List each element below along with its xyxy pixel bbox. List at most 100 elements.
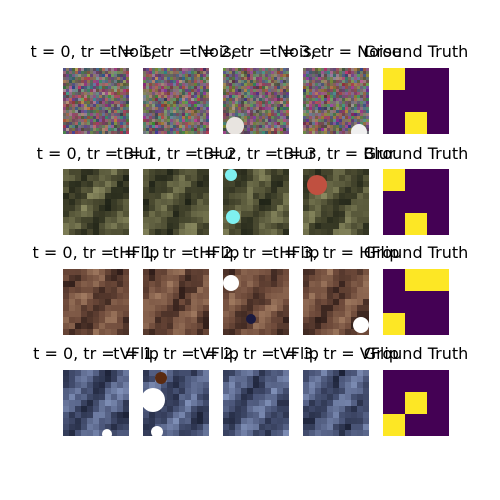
heatmap-cell [405,68,428,91]
satellite-image [303,68,369,134]
ground-truth-heatmap [383,269,449,335]
image-panel [143,370,209,436]
image-panel [303,68,369,134]
heatmap-cell [405,112,428,134]
heatmap-cell [405,414,428,436]
satellite-image [63,68,129,134]
heatmap-cell [383,112,406,134]
heatmap-cell [427,313,449,335]
heatmap-cell [383,68,406,91]
image-panel [303,370,369,436]
cloud-blob [246,314,256,324]
ground-truth-panel [383,68,449,134]
heatmap-cell [383,392,406,415]
heatmap-cell [383,414,406,436]
ground-truth-heatmap [383,370,449,436]
satellite-image [303,370,369,436]
cloud-blob [225,169,237,181]
heatmap-cell [383,169,406,192]
image-panel [223,68,289,134]
cloud-blob [226,117,244,134]
panel-title: t = 3, tr = Noise [270,42,402,61]
panel-title: t = 0, tr = Noise [30,42,162,61]
panel-title: t = 2, tr = Blur [196,144,316,163]
heatmap-cell [405,313,428,335]
heatmap-cell [405,90,428,113]
ground-truth-panel [383,370,449,436]
heatmap-cell [427,68,449,91]
satellite-image [303,269,369,335]
heatmap-cell [383,313,406,335]
image-panel [223,269,289,335]
cloud-blob [155,372,167,384]
cloud-blob [226,210,240,224]
cloud-blob [151,426,163,436]
image-panel [303,169,369,235]
heatmap-cell [427,213,449,235]
cloud-blob [143,388,165,412]
heatmap-cell [427,291,449,314]
cloud-blob [307,175,327,195]
panel-title: t = 1, tr = Blur [116,144,236,163]
satellite-image [303,169,369,235]
ground-truth-panel [383,169,449,235]
panel-title: t = 0, tr = Blur [36,144,156,163]
heatmap-cell [383,191,406,214]
image-panel [63,68,129,134]
heatmap-cell [405,392,428,415]
image-panel [223,169,289,235]
image-panel [223,370,289,436]
heatmap-cell [427,269,449,292]
ground-truth-title: Ground Truth [363,42,469,61]
ground-truth-title: Ground Truth [363,344,469,363]
heatmap-cell [383,90,406,113]
heatmap-cell [405,370,428,393]
image-panel [63,269,129,335]
heatmap-cell [405,269,428,292]
satellite-image [63,370,129,436]
ground-truth-panel [383,269,449,335]
cloud-blob [353,317,369,333]
heatmap-cell [383,269,406,292]
heatmap-cell [427,112,449,134]
panel-title: t = 1, tr = Noise [110,42,242,61]
image-panel [63,370,129,436]
heatmap-cell [427,169,449,192]
panel-title: t = 1, tr = HFlip [112,243,240,262]
panel-title: t = 3, tr = Blur [276,144,396,163]
ground-truth-heatmap [383,68,449,134]
ground-truth-title: Ground Truth [363,243,469,262]
ground-truth-title: Ground Truth [363,144,469,163]
panel-title: t = 2, tr = HFlip [192,243,320,262]
image-panel [143,269,209,335]
cloud-blob [223,275,239,291]
panel-title: t = 3, tr = HFlip [272,243,400,262]
satellite-image [143,269,209,335]
heatmap-cell [405,169,428,192]
satellite-image [63,269,129,335]
heatmap-cell [383,291,406,314]
cloud-blob [102,429,112,436]
ground-truth-heatmap [383,169,449,235]
satellite-image [143,68,209,134]
panel-title: t = 0, tr = HFlip [32,243,160,262]
panel-title: t = 2, tr = VFlip [193,344,319,363]
satellite-image [143,169,209,235]
heatmap-cell [405,191,428,214]
image-panel [303,269,369,335]
cloud-blob [351,124,367,134]
image-panel [143,169,209,235]
heatmap-cell [427,414,449,436]
panel-title: t = 2, tr = Noise [190,42,322,61]
heatmap-cell [383,213,406,235]
image-panel [143,68,209,134]
satellite-image [223,269,289,335]
heatmap-cell [405,213,428,235]
panel-title: t = 1, tr = VFlip [113,344,239,363]
panel-title: t = 0, tr = VFlip [33,344,159,363]
panel-title: t = 3, tr = VFlip [273,344,399,363]
heatmap-cell [427,392,449,415]
heatmap-cell [427,90,449,113]
image-panel [63,169,129,235]
